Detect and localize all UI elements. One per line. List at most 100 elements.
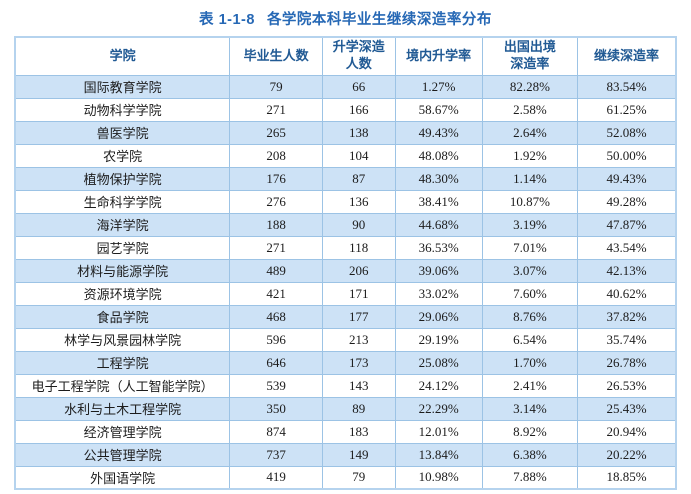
- college-name-cell: 国际教育学院: [14, 74, 231, 99]
- value-cell: 89: [321, 396, 396, 421]
- value-cell: 66: [321, 74, 396, 99]
- college-name-cell: 工程学院: [14, 350, 231, 375]
- value-cell: 596: [229, 327, 323, 352]
- column-header: 继续深造率: [576, 36, 677, 76]
- value-cell: 26.78%: [576, 350, 677, 375]
- table-row: 生命科学学院 276 136 38.41% 10.87% 49.28%: [14, 189, 677, 214]
- value-cell: 13.84%: [394, 442, 483, 467]
- value-cell: 29.19%: [394, 327, 483, 352]
- college-name-cell: 动物科学学院: [14, 97, 231, 122]
- value-cell: 166: [321, 97, 396, 122]
- column-header: 出国出境 深造率: [481, 36, 578, 76]
- table-row: 公共管理学院 737 149 13.84% 6.38% 20.22%: [14, 442, 677, 467]
- college-name-cell: 林学与风景园林学院: [14, 327, 231, 352]
- table-row: 植物保护学院 176 87 48.30% 1.14% 49.43%: [14, 166, 677, 191]
- value-cell: 271: [229, 235, 323, 260]
- value-cell: 26.53%: [576, 373, 677, 398]
- table-row: 林学与风景园林学院 596 213 29.19% 6.54% 35.74%: [14, 327, 677, 352]
- table-header: 学院 毕业生人数 升学深造 人数 境内升学率 出国出境 深造率 继续深造率: [14, 36, 677, 76]
- value-cell: 43.54%: [576, 235, 677, 260]
- column-header: 学院: [14, 36, 231, 76]
- value-cell: 183: [321, 419, 396, 444]
- value-cell: 173: [321, 350, 396, 375]
- table-title: 表 1-1-8 各学院本科毕业生继续深造率分布: [14, 8, 677, 29]
- table-row: 园艺学院 271 118 36.53% 7.01% 43.54%: [14, 235, 677, 260]
- value-cell: 171: [321, 281, 396, 306]
- value-cell: 20.22%: [576, 442, 677, 467]
- value-cell: 39.06%: [394, 258, 483, 283]
- value-cell: 42.13%: [576, 258, 677, 283]
- college-name-cell: 电子工程学院（人工智能学院）: [14, 373, 231, 398]
- college-name-cell: 经济管理学院: [14, 419, 231, 444]
- value-cell: 2.41%: [481, 373, 578, 398]
- value-cell: 539: [229, 373, 323, 398]
- value-cell: 149: [321, 442, 396, 467]
- value-cell: 52.08%: [576, 120, 677, 145]
- table-row: 海洋学院 188 90 44.68% 3.19% 47.87%: [14, 212, 677, 237]
- value-cell: 143: [321, 373, 396, 398]
- value-cell: 874: [229, 419, 323, 444]
- value-cell: 22.29%: [394, 396, 483, 421]
- value-cell: 2.58%: [481, 97, 578, 122]
- value-cell: 48.30%: [394, 166, 483, 191]
- value-cell: 8.76%: [481, 304, 578, 329]
- value-cell: 1.92%: [481, 143, 578, 168]
- table-number: 表 1-1-8: [199, 12, 255, 28]
- college-name-cell: 资源环境学院: [14, 281, 231, 306]
- value-cell: 8.92%: [481, 419, 578, 444]
- value-cell: 20.94%: [576, 419, 677, 444]
- value-cell: 489: [229, 258, 323, 283]
- value-cell: 3.07%: [481, 258, 578, 283]
- table-row: 工程学院 646 173 25.08% 1.70% 26.78%: [14, 350, 677, 375]
- value-cell: 82.28%: [481, 74, 578, 99]
- value-cell: 7.60%: [481, 281, 578, 306]
- value-cell: 7.01%: [481, 235, 578, 260]
- table-row: 水利与土木工程学院 350 89 22.29% 3.14% 25.43%: [14, 396, 677, 421]
- table-row: 食品学院 468 177 29.06% 8.76% 37.82%: [14, 304, 677, 329]
- value-cell: 79: [321, 465, 396, 490]
- value-cell: 208: [229, 143, 323, 168]
- table-row: 外国语学院 419 79 10.98% 7.88% 18.85%: [14, 465, 677, 490]
- value-cell: 468: [229, 304, 323, 329]
- table-body: 国际教育学院 79 66 1.27% 82.28% 83.54% 动物科学学院 271 166 5…: [14, 74, 677, 490]
- table-row: 电子工程学院（人工智能学院） 539 143 24.12% 2.41% 26.53%: [14, 373, 677, 398]
- value-cell: 25.08%: [394, 350, 483, 375]
- value-cell: 421: [229, 281, 323, 306]
- value-cell: 737: [229, 442, 323, 467]
- value-cell: 6.38%: [481, 442, 578, 467]
- value-cell: 1.70%: [481, 350, 578, 375]
- value-cell: 36.53%: [394, 235, 483, 260]
- value-cell: 18.85%: [576, 465, 677, 490]
- college-name-cell: 食品学院: [14, 304, 231, 329]
- value-cell: 3.14%: [481, 396, 578, 421]
- value-cell: 7.88%: [481, 465, 578, 490]
- value-cell: 40.62%: [576, 281, 677, 306]
- value-cell: 265: [229, 120, 323, 145]
- value-cell: 49.43%: [394, 120, 483, 145]
- value-cell: 29.06%: [394, 304, 483, 329]
- value-cell: 276: [229, 189, 323, 214]
- value-cell: 6.54%: [481, 327, 578, 352]
- value-cell: 136: [321, 189, 396, 214]
- value-cell: 25.43%: [576, 396, 677, 421]
- header-row: 学院 毕业生人数 升学深造 人数 境内升学率 出国出境 深造率 继续深造率: [14, 36, 677, 76]
- college-name-cell: 海洋学院: [14, 212, 231, 237]
- value-cell: 271: [229, 97, 323, 122]
- value-cell: 176: [229, 166, 323, 191]
- value-cell: 83.54%: [576, 74, 677, 99]
- value-cell: 48.08%: [394, 143, 483, 168]
- value-cell: 177: [321, 304, 396, 329]
- value-cell: 24.12%: [394, 373, 483, 398]
- table-row: 动物科学学院 271 166 58.67% 2.58% 61.25%: [14, 97, 677, 122]
- value-cell: 3.19%: [481, 212, 578, 237]
- value-cell: 2.64%: [481, 120, 578, 145]
- college-name-cell: 水利与土木工程学院: [14, 396, 231, 421]
- value-cell: 10.98%: [394, 465, 483, 490]
- table-row: 经济管理学院 874 183 12.01% 8.92% 20.94%: [14, 419, 677, 444]
- value-cell: 188: [229, 212, 323, 237]
- column-header: 毕业生人数: [229, 36, 323, 76]
- value-cell: 10.87%: [481, 189, 578, 214]
- table-row: 农学院 208 104 48.08% 1.92% 50.00%: [14, 143, 677, 168]
- value-cell: 38.41%: [394, 189, 483, 214]
- value-cell: 35.74%: [576, 327, 677, 352]
